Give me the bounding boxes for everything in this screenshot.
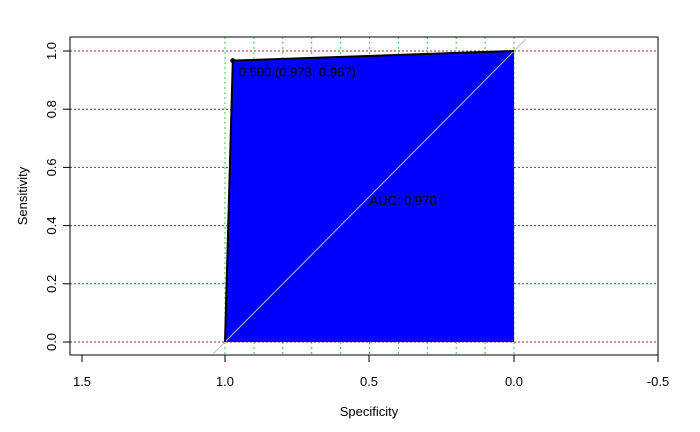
y-axis: 0.0 0.2 0.4 0.6 0.8 1.0 xyxy=(44,42,71,351)
x-axis-title: Specificity xyxy=(340,404,399,419)
y-tick-label: 0.0 xyxy=(44,333,59,351)
auc-label: AUC: 0.970 xyxy=(370,193,437,208)
y-tick-label: 0.6 xyxy=(44,158,59,176)
x-tick-label: 0.5 xyxy=(360,374,378,389)
y-tick-label: 1.0 xyxy=(44,42,59,60)
y-tick-label: 0.2 xyxy=(44,275,59,293)
y-tick-label: 0.4 xyxy=(44,217,59,235)
x-tick-label: 0.0 xyxy=(505,374,523,389)
y-axis-title: Sensitivity xyxy=(15,166,30,225)
threshold-point xyxy=(230,58,236,64)
y-tick-label: 0.8 xyxy=(44,100,59,118)
threshold-label: 0.500 (0.973, 0.967) xyxy=(239,65,356,80)
x-axis: 1.5 1.0 0.5 0.0 -0.5 xyxy=(73,354,669,389)
x-tick-label: -0.5 xyxy=(647,374,669,389)
x-tick-label: 1.0 xyxy=(216,374,234,389)
x-tick-label: 1.5 xyxy=(73,374,91,389)
chance-diagonal xyxy=(213,39,526,354)
